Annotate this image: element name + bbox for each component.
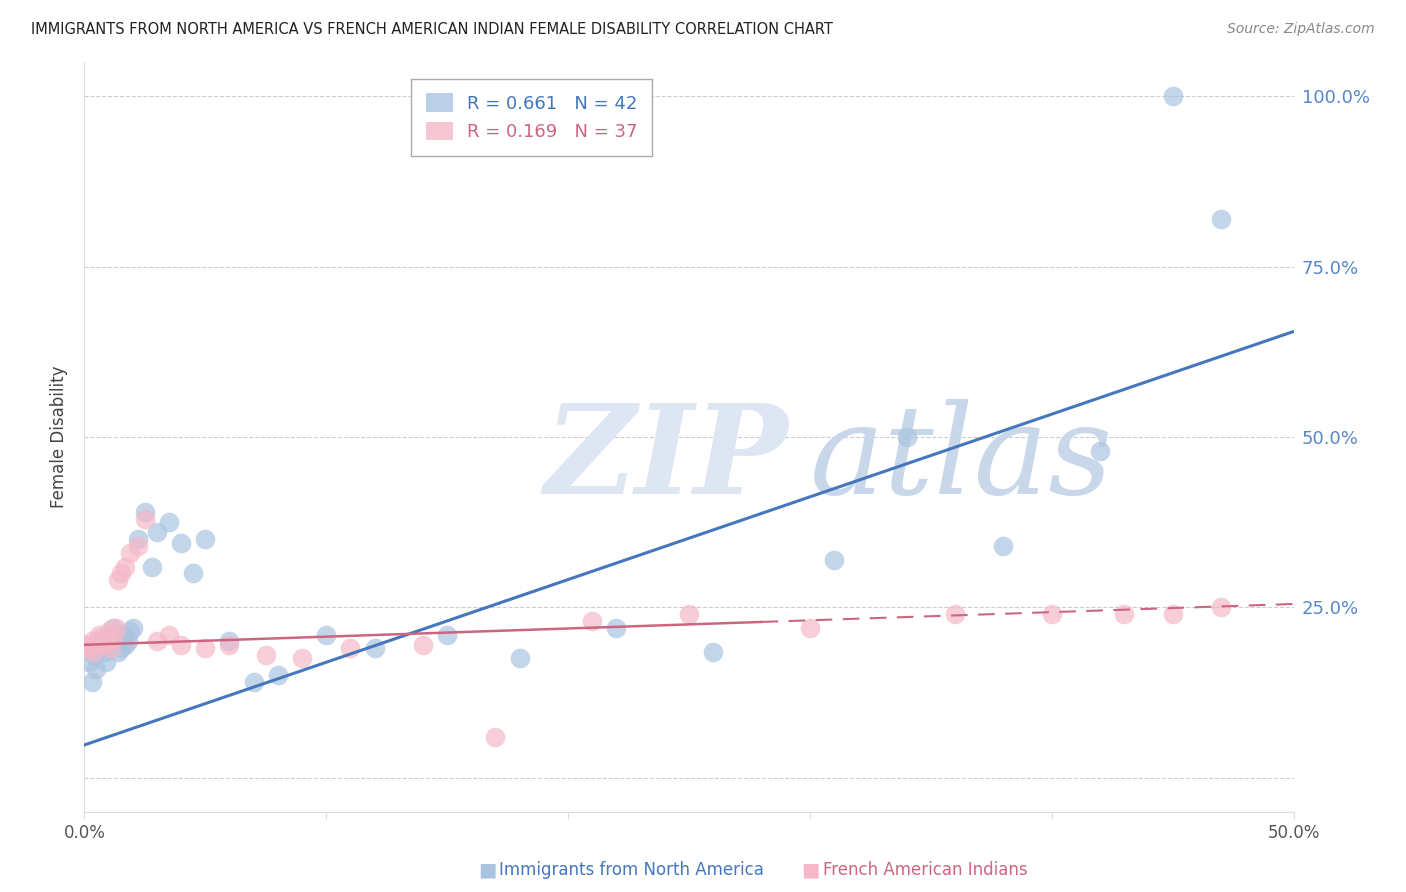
Point <box>97 624 120 639</box>
Text: French American Indians: French American Indians <box>823 861 1028 879</box>
Point <box>103 631 125 645</box>
Point <box>141 559 163 574</box>
Point <box>339 641 361 656</box>
Point <box>110 566 132 581</box>
Point <box>267 668 290 682</box>
Point <box>170 638 193 652</box>
Point <box>1209 600 1232 615</box>
Point <box>702 645 724 659</box>
Point <box>823 552 845 566</box>
Text: ■: ■ <box>801 860 820 880</box>
Point <box>1040 607 1063 622</box>
Point <box>678 607 700 622</box>
Point <box>363 641 385 656</box>
Point <box>107 645 129 659</box>
Point <box>254 648 277 662</box>
Point <box>484 730 506 744</box>
Point <box>90 634 112 648</box>
Point <box>83 648 105 662</box>
Point <box>896 430 918 444</box>
Point <box>436 627 458 641</box>
Point <box>80 675 103 690</box>
Point <box>117 634 139 648</box>
Text: atlas: atlas <box>810 399 1114 520</box>
Point <box>94 655 117 669</box>
Point <box>943 607 966 622</box>
Point <box>94 634 117 648</box>
Point <box>1161 89 1184 103</box>
Point <box>1114 607 1136 622</box>
Point <box>107 573 129 587</box>
Point <box>87 627 110 641</box>
Point <box>170 535 193 549</box>
Point <box>112 627 135 641</box>
Point <box>194 533 217 547</box>
Legend: R = 0.661   N = 42, R = 0.169   N = 37: R = 0.661 N = 42, R = 0.169 N = 37 <box>412 79 652 155</box>
Point <box>509 651 531 665</box>
Point <box>77 655 100 669</box>
Point <box>86 638 108 652</box>
Point <box>127 533 149 547</box>
Point <box>97 638 120 652</box>
Text: ZIP: ZIP <box>544 399 787 520</box>
Point <box>103 621 125 635</box>
Point <box>218 638 240 652</box>
Text: Source: ZipAtlas.com: Source: ZipAtlas.com <box>1227 22 1375 37</box>
Point <box>114 638 136 652</box>
Point <box>121 621 143 635</box>
Point <box>93 638 115 652</box>
Point <box>120 546 142 560</box>
Text: IMMIGRANTS FROM NORTH AMERICA VS FRENCH AMERICAN INDIAN FEMALE DISABILITY CORREL: IMMIGRANTS FROM NORTH AMERICA VS FRENCH … <box>31 22 832 37</box>
Point <box>87 641 110 656</box>
Point <box>605 621 627 635</box>
Point <box>1209 212 1232 227</box>
Point <box>242 675 264 690</box>
Point <box>86 662 108 676</box>
Point <box>218 634 240 648</box>
Point <box>581 614 603 628</box>
Point <box>76 638 98 652</box>
Point <box>146 634 169 648</box>
Point <box>104 621 127 635</box>
Point <box>291 651 314 665</box>
Point <box>1088 443 1111 458</box>
Point <box>104 634 127 648</box>
Point <box>412 638 434 652</box>
Point <box>77 641 100 656</box>
Text: ■: ■ <box>478 860 496 880</box>
Point <box>194 641 217 656</box>
Point <box>83 645 105 659</box>
Point <box>181 566 204 581</box>
Point <box>80 634 103 648</box>
Point <box>114 559 136 574</box>
Point <box>100 627 122 641</box>
Point <box>146 525 169 540</box>
Point <box>90 631 112 645</box>
Point <box>1161 607 1184 622</box>
Point <box>110 641 132 656</box>
Point <box>134 512 156 526</box>
Text: Immigrants from North America: Immigrants from North America <box>499 861 763 879</box>
Point <box>120 624 142 639</box>
Point <box>134 505 156 519</box>
Point <box>315 627 337 641</box>
Point <box>127 539 149 553</box>
Point <box>799 621 821 635</box>
Point <box>93 645 115 659</box>
Point <box>100 641 122 656</box>
Point <box>157 515 180 529</box>
Point <box>993 539 1015 553</box>
Point <box>157 627 180 641</box>
Y-axis label: Female Disability: Female Disability <box>51 366 69 508</box>
